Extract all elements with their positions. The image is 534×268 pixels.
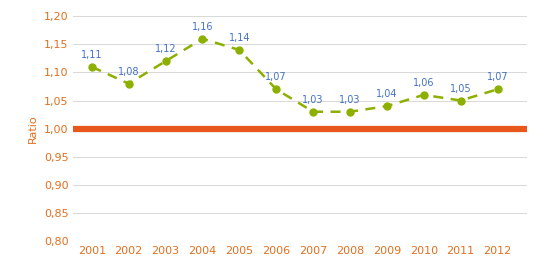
Text: 1,14: 1,14 <box>229 33 250 43</box>
Text: 1,07: 1,07 <box>486 72 508 82</box>
Text: 1,04: 1,04 <box>376 89 398 99</box>
Text: 1,16: 1,16 <box>192 22 213 32</box>
Text: 1,12: 1,12 <box>155 44 176 54</box>
Text: 1,03: 1,03 <box>302 95 324 105</box>
Text: 1,03: 1,03 <box>339 95 361 105</box>
Text: 1,07: 1,07 <box>265 72 287 82</box>
Y-axis label: Ratio: Ratio <box>28 114 38 143</box>
Text: 1,08: 1,08 <box>118 67 139 77</box>
Text: 1,11: 1,11 <box>81 50 103 60</box>
Text: 1,06: 1,06 <box>413 78 435 88</box>
Text: 1,05: 1,05 <box>450 84 472 94</box>
